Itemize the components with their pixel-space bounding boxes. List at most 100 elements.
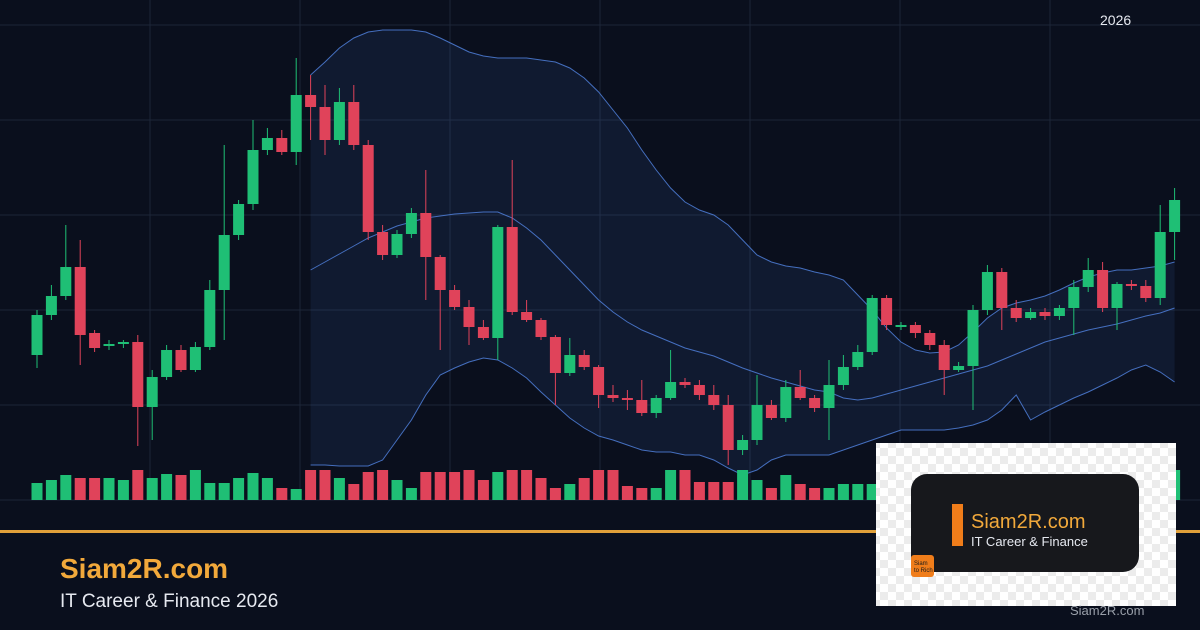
candle-body xyxy=(909,325,921,333)
volume-bar xyxy=(319,470,331,500)
logo-panel xyxy=(911,474,1139,572)
candle-body xyxy=(809,398,821,408)
volume-bar xyxy=(549,488,561,500)
volume-bar xyxy=(189,470,201,500)
candle-body xyxy=(463,307,475,327)
volume-bar xyxy=(103,478,115,500)
candle-body xyxy=(477,327,489,338)
candle-body xyxy=(1039,312,1051,316)
volume-bar xyxy=(463,470,475,500)
candle-body xyxy=(276,138,288,152)
candle-body xyxy=(1169,200,1181,232)
candle-body xyxy=(1068,287,1080,308)
volume-bar xyxy=(175,475,187,500)
volume-bar xyxy=(74,478,86,500)
candle-body xyxy=(521,312,533,320)
volume-bar xyxy=(578,478,590,500)
candle-body xyxy=(189,347,201,370)
logo-bar xyxy=(952,504,963,546)
volume-bar xyxy=(607,470,619,500)
volume-bar xyxy=(146,478,158,500)
volume-bar xyxy=(621,486,633,500)
volume-bar xyxy=(218,483,230,500)
volume-bar xyxy=(852,484,864,500)
volume-bar xyxy=(449,472,461,500)
volume-bar xyxy=(362,472,374,500)
candle-body xyxy=(607,395,619,398)
volume-bar xyxy=(665,470,677,500)
candle-body xyxy=(564,355,576,373)
volume-bar xyxy=(492,472,504,500)
logo-card: Siam2R.com IT Career & Finance Siam to R… xyxy=(876,443,1176,606)
volume-bar xyxy=(650,488,662,500)
candle-body xyxy=(693,385,705,395)
candle-body xyxy=(1125,284,1137,286)
candle-body xyxy=(391,234,403,255)
candle-body xyxy=(204,290,216,347)
candle-body xyxy=(621,398,633,400)
candle-body xyxy=(132,342,144,407)
logo-title: Siam2R.com xyxy=(971,511,1085,533)
volume-bar xyxy=(780,475,792,500)
candle-body xyxy=(103,344,115,346)
candle-body xyxy=(881,298,893,325)
candle-body xyxy=(45,296,57,315)
volume-bar xyxy=(233,478,245,500)
candle-body xyxy=(449,290,461,307)
candle-body xyxy=(765,405,777,418)
volume-bar xyxy=(391,480,403,500)
volume-bar xyxy=(823,488,835,500)
logo-badge-text: to Rich xyxy=(914,568,933,574)
logo-subtitle: IT Career & Finance xyxy=(971,534,1088,549)
candle-body xyxy=(708,395,720,405)
candle-body xyxy=(319,107,331,140)
candle-body xyxy=(981,272,993,310)
volume-bar xyxy=(31,483,43,500)
volume-bar xyxy=(89,478,101,500)
candle-body xyxy=(405,213,417,234)
volume-bar xyxy=(247,473,259,500)
candle-body xyxy=(967,310,979,366)
band-upper xyxy=(310,29,1175,354)
candle-body xyxy=(420,213,432,257)
volume-bar xyxy=(45,480,57,500)
candle-body xyxy=(117,342,129,344)
volume-bar xyxy=(751,480,763,500)
volume-bar xyxy=(477,480,489,500)
volume-bar xyxy=(521,470,533,500)
candle-body xyxy=(852,352,864,367)
volume-bar xyxy=(276,488,288,500)
candle-body xyxy=(1025,312,1037,318)
volume-bar xyxy=(809,488,821,500)
candle-body xyxy=(290,95,302,152)
volume-bar xyxy=(737,470,749,500)
candle-body xyxy=(1154,232,1166,298)
volume-bar xyxy=(305,470,317,500)
candle-body xyxy=(1082,270,1094,287)
logo-badge xyxy=(911,555,934,577)
logo-badge-text: Siam xyxy=(914,561,928,567)
candle-body xyxy=(492,227,504,338)
volume-bar xyxy=(333,478,345,500)
volume-bar xyxy=(765,488,777,500)
volume-bar xyxy=(290,489,302,500)
brand-title: Siam2R.com xyxy=(60,553,228,584)
grid xyxy=(0,0,1200,501)
volume-bar xyxy=(60,475,72,500)
volume-bar xyxy=(161,474,173,500)
candle-body xyxy=(161,350,173,377)
volume-bar xyxy=(708,482,720,500)
volume-bar xyxy=(434,472,446,500)
candle-body xyxy=(679,382,691,385)
candle-body xyxy=(938,345,950,370)
volume-bar xyxy=(132,470,144,500)
volume-bar xyxy=(261,478,273,500)
divider xyxy=(0,530,1200,533)
volume-bar xyxy=(117,480,129,500)
candle-body xyxy=(233,204,245,235)
candle-body xyxy=(924,333,936,345)
brand-subtitle: IT Career & Finance 2026 xyxy=(60,591,278,612)
volume-bar xyxy=(693,482,705,500)
